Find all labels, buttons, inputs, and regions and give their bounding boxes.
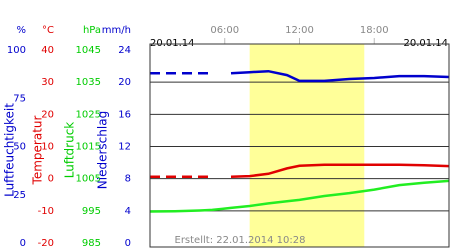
x-tick-label: 06:00 <box>210 25 239 36</box>
y-tick-label: 1035 <box>76 77 101 88</box>
y-tick-label: 0 <box>20 238 26 249</box>
x-tick-label: 18:00 <box>360 25 389 36</box>
axis-label: Niederschlag <box>96 111 110 189</box>
x-tick-label: 12:00 <box>285 25 314 36</box>
y-tick-label: 10 <box>41 142 54 153</box>
y-tick-label: 0 <box>125 238 131 249</box>
y-tick-label: 25 <box>13 190 26 201</box>
y-tick-label: -20 <box>38 238 54 249</box>
axis-label: Luftdruck <box>63 122 77 179</box>
series-line <box>230 69 449 83</box>
y-tick-label: 1015 <box>76 142 101 153</box>
y-tick-label: 16 <box>118 109 131 120</box>
axis-unit: °C <box>42 25 54 36</box>
y-tick-label: -10 <box>38 206 54 217</box>
axis-unit: hPa <box>83 25 101 36</box>
y-tick-label: 995 <box>82 206 101 217</box>
axis-label: Temperatur <box>31 115 45 185</box>
y-tick-label: 40 <box>41 45 54 56</box>
y-tick-label: 50 <box>13 142 26 153</box>
y-tick-label: 985 <box>82 238 101 249</box>
series-line <box>150 179 449 213</box>
series-line <box>230 163 449 178</box>
y-tick-label: 12 <box>118 142 131 153</box>
y-tick-label: 1005 <box>76 174 101 185</box>
y-tick-label: 4 <box>125 206 131 217</box>
y-tick-label: 75 <box>13 93 26 104</box>
axis-label: Luftfeuchtigkeit <box>3 103 17 197</box>
y-tick-label: 1025 <box>76 109 101 120</box>
y-tick-label: 0 <box>48 174 54 185</box>
axis-unit: mm/h <box>102 25 131 36</box>
y-tick-label: 8 <box>125 174 131 185</box>
daylight-band <box>249 44 365 247</box>
plot-lines <box>150 69 449 213</box>
axis-unit: % <box>16 25 26 36</box>
y-tick-label: 20 <box>41 109 54 120</box>
y-tick-label: 30 <box>41 77 54 88</box>
plot-frame <box>149 43 450 248</box>
footer: Erstellt: 22.01.2014 10:28 <box>175 235 306 246</box>
y-tick-label: 100 <box>7 45 26 56</box>
y-tick-label: 24 <box>118 45 131 56</box>
y-tick-label: 20 <box>118 77 131 88</box>
y-tick-label: 1045 <box>76 45 101 56</box>
